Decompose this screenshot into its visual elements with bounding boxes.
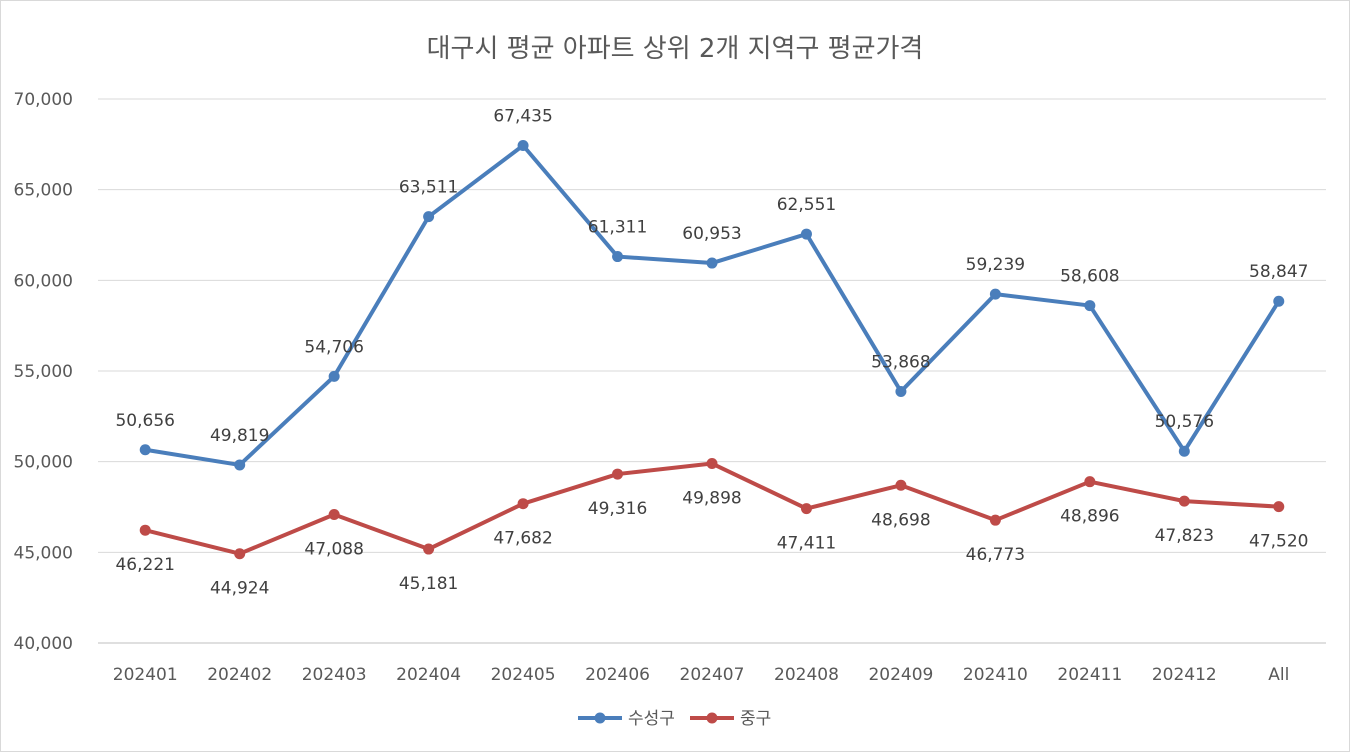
x-tick-label: 202405	[491, 665, 556, 685]
data-point	[1273, 501, 1285, 513]
legend-label: 중구	[740, 709, 771, 729]
data-point	[706, 458, 718, 470]
data-point	[139, 524, 151, 536]
data-point	[423, 543, 435, 555]
data-label: 47,411	[777, 534, 836, 554]
legend-label: 수성구	[628, 709, 675, 729]
data-label: 49,898	[682, 489, 741, 509]
data-label: 47,520	[1249, 532, 1308, 552]
data-label: 50,576	[1155, 412, 1214, 432]
data-label: 54,706	[304, 337, 363, 357]
x-tick-label: 202403	[302, 665, 367, 685]
data-point	[234, 459, 246, 471]
x-tick-label: 202406	[585, 665, 650, 685]
data-label: 45,181	[399, 574, 458, 594]
data-label: 46,773	[966, 545, 1025, 565]
data-point	[1084, 300, 1096, 312]
y-tick-label: 55,000	[14, 362, 73, 382]
data-label: 50,656	[115, 411, 174, 431]
data-point	[1273, 295, 1285, 307]
data-label: 47,682	[493, 529, 552, 549]
x-tick-label: 202407	[680, 665, 745, 685]
data-label: 61,311	[588, 218, 647, 238]
y-tick-label: 70,000	[14, 90, 73, 110]
x-tick-label: 202408	[774, 665, 839, 685]
data-label: 46,221	[115, 555, 174, 575]
data-label: 67,435	[493, 107, 552, 127]
data-label: 49,316	[588, 499, 647, 519]
data-point	[989, 288, 1001, 300]
data-point	[1178, 445, 1190, 457]
data-label: 47,088	[304, 539, 363, 559]
data-point	[328, 508, 340, 520]
data-point	[1084, 476, 1096, 488]
y-tick-label: 40,000	[14, 634, 73, 654]
data-label: 44,924	[210, 579, 269, 599]
data-point	[800, 503, 812, 515]
data-point	[612, 468, 624, 480]
data-label: 62,551	[777, 195, 836, 215]
y-tick-label: 45,000	[14, 543, 73, 563]
data-label: 47,823	[1155, 526, 1214, 546]
data-point	[895, 386, 907, 398]
chart-title: 대구시 평균 아파트 상위 2개 지역구 평균가격	[426, 34, 924, 64]
x-tick-label: 202411	[1057, 665, 1122, 685]
x-tick-label: 202402	[207, 665, 272, 685]
data-point	[517, 140, 529, 152]
x-tick-label: 202409	[868, 665, 933, 685]
data-label: 63,511	[399, 178, 458, 198]
x-tick-label: 202404	[396, 665, 461, 685]
data-label: 48,896	[1060, 507, 1119, 527]
data-point	[989, 514, 1001, 526]
y-tick-label: 60,000	[14, 271, 73, 291]
data-point	[139, 444, 151, 456]
data-point	[895, 479, 907, 491]
data-point	[423, 211, 435, 223]
data-point	[612, 251, 624, 263]
legend-marker-2	[706, 712, 718, 724]
y-tick-label: 50,000	[14, 453, 73, 473]
data-point	[328, 370, 340, 382]
x-tick-label: All	[1268, 665, 1289, 685]
data-label: 48,698	[871, 510, 930, 530]
data-point	[800, 228, 812, 240]
x-tick-label: 202410	[963, 665, 1028, 685]
data-label: 53,868	[871, 353, 930, 373]
data-point	[234, 548, 246, 560]
data-label: 59,239	[966, 255, 1025, 275]
data-point	[517, 498, 529, 510]
data-label: 60,953	[682, 224, 741, 244]
data-label: 58,847	[1249, 262, 1308, 282]
data-point	[1178, 495, 1190, 507]
x-tick-label: 202412	[1152, 665, 1217, 685]
series-line-1	[143, 143, 1281, 467]
x-tick-label: 202401	[113, 665, 178, 685]
data-label: 49,819	[210, 426, 269, 446]
data-label: 58,608	[1060, 267, 1119, 287]
y-tick-label: 65,000	[14, 181, 73, 201]
data-point	[706, 257, 718, 269]
legend-marker-1	[594, 712, 606, 724]
